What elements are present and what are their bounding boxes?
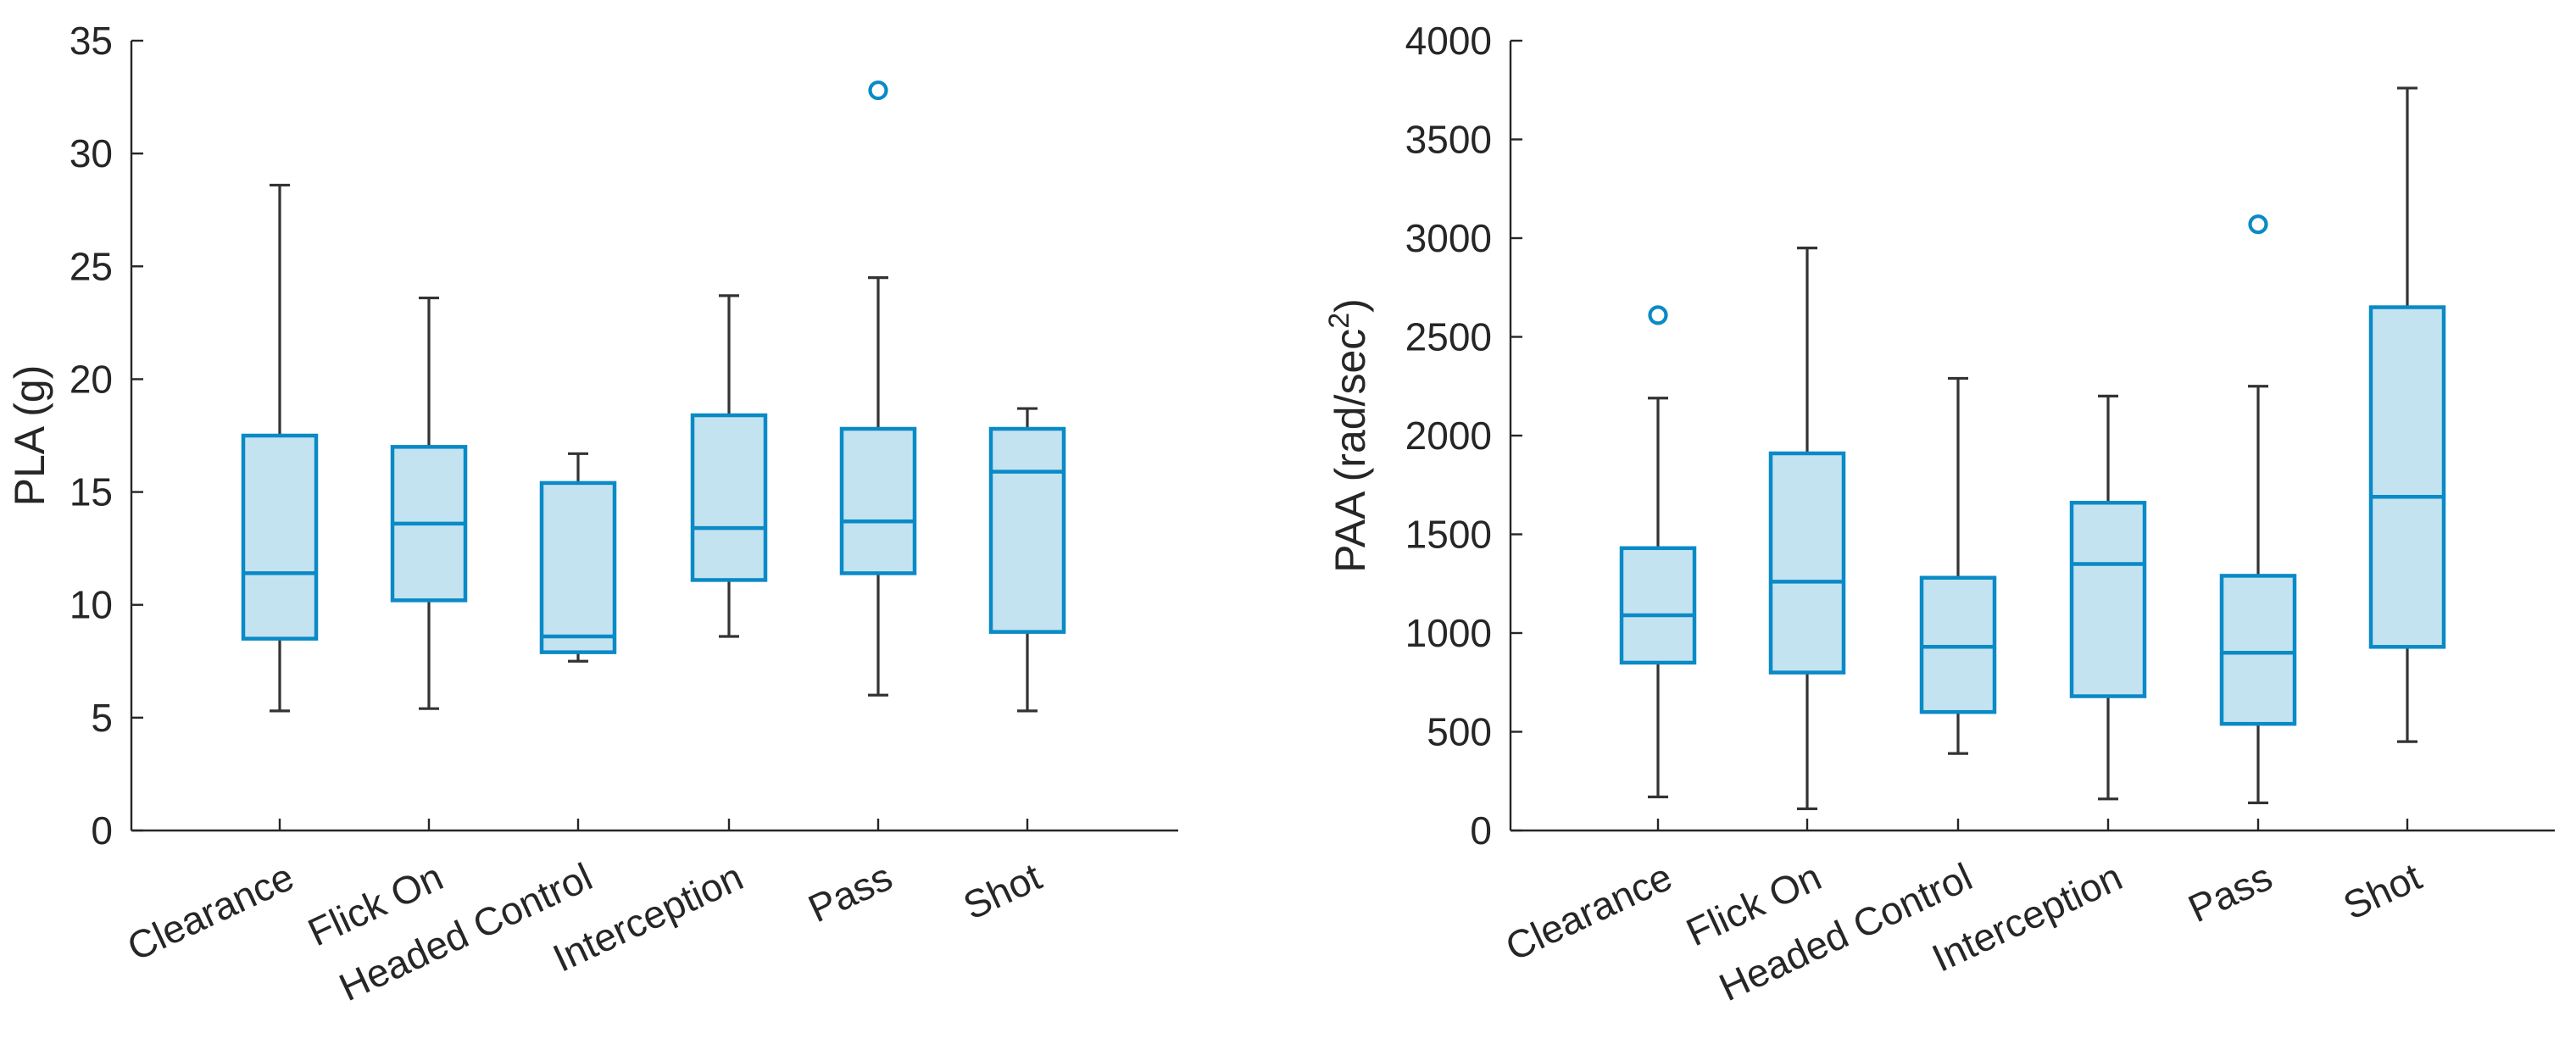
box-shot: [988, 426, 1066, 634]
y-tick-label: 15: [70, 470, 113, 514]
y-tick-label: 2500: [1405, 315, 1492, 359]
box-interception: [690, 413, 768, 582]
y-tick-label: 4000: [1405, 19, 1492, 63]
y-tick-label: 3000: [1405, 216, 1492, 260]
y-tick-label: 35: [70, 19, 113, 63]
box-clearance: [1619, 546, 1697, 665]
box-headed-control: [539, 481, 617, 654]
paa-boxplot-panel: 0 500 1000 1500 2000 2500 3000 3500 4000 PAA (rad…: [1323, 19, 2555, 1009]
outlier-pass: [868, 80, 888, 101]
outlier-pass: [2248, 214, 2268, 235]
x-tick-label-headed-control: Headed Control: [1712, 854, 1978, 1009]
y-tick-label: 10: [70, 583, 113, 627]
y-tick-label: 5: [91, 696, 113, 740]
y-tick-label: 1000: [1405, 611, 1492, 655]
y-tick-label: 500: [1427, 710, 1492, 754]
y-tick-label: 2000: [1405, 414, 1492, 458]
x-tick-label-shot: Shot: [956, 854, 1048, 928]
y-axis-label: PAA (rad/sec2): [1323, 298, 1374, 573]
x-tick-label-clearance: Clearance: [120, 854, 300, 969]
box-pass: [839, 426, 917, 575]
x-tick-label-headed-control: Headed Control: [332, 854, 598, 1009]
y-tick-label: 3500: [1405, 118, 1492, 162]
box-clearance: [241, 433, 319, 641]
y-tick-label: 20: [70, 357, 113, 401]
x-tick-label-shot: Shot: [2336, 854, 2428, 928]
y-tick-label: 0: [1470, 808, 1492, 853]
box-headed-control: [1919, 575, 1997, 714]
box-interception: [2069, 500, 2147, 698]
y-axis-label: PLA (g): [6, 365, 53, 507]
outlier-clearance: [1648, 305, 1668, 325]
y-tick-label: 0: [91, 808, 113, 853]
y-tick-label: 25: [70, 244, 113, 288]
box-shot: [2368, 305, 2446, 649]
y-tick-label: 1500: [1405, 513, 1492, 557]
x-tick-label-clearance: Clearance: [1499, 854, 1678, 969]
box-flick-on: [1768, 451, 1846, 675]
x-tick-label-pass: Pass: [2182, 854, 2279, 930]
x-tick-label-pass: Pass: [802, 854, 899, 930]
y-tick-label: 30: [70, 131, 113, 175]
box-pass: [2219, 574, 2297, 726]
